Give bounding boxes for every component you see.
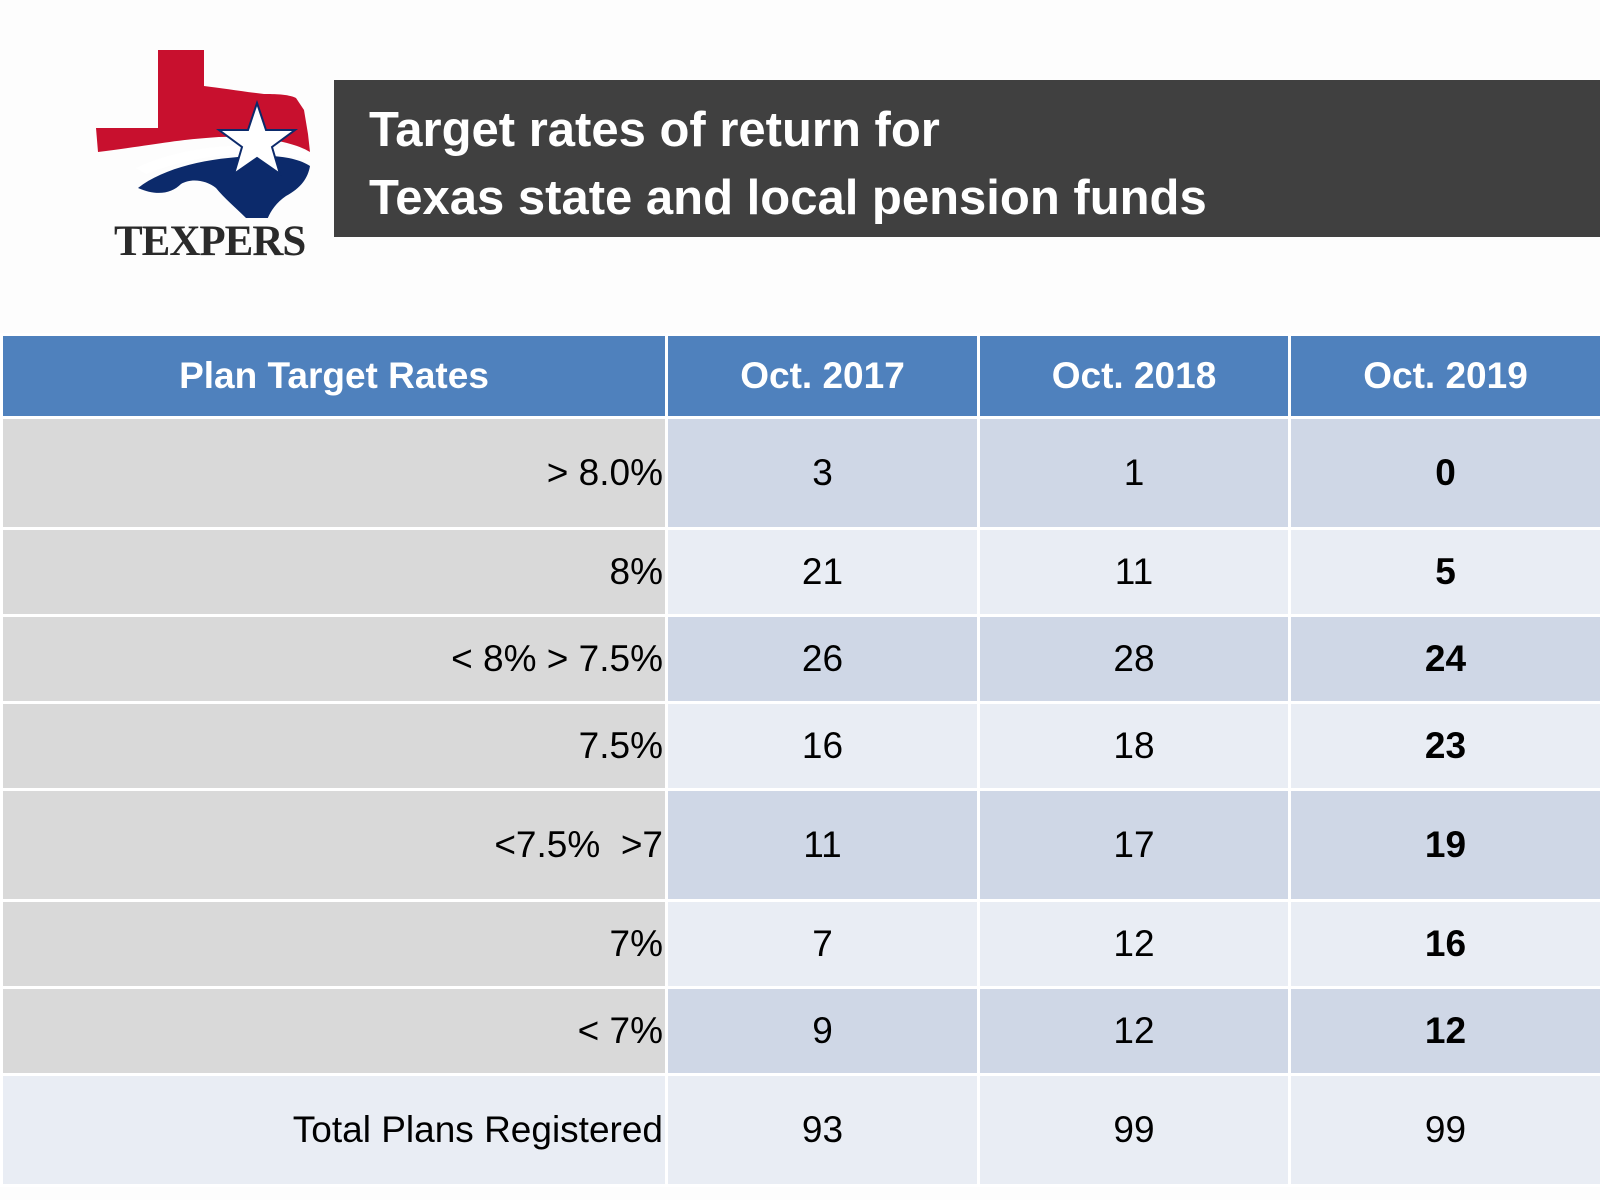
cell-oct-2018: 12	[977, 899, 1291, 989]
title-banner: Target rates of return for Texas state a…	[334, 80, 1600, 237]
cell-oct-2019: 19	[1288, 788, 1600, 902]
page-title-line-2: Texas state and local pension funds	[369, 171, 1207, 225]
texpers-logo: TEXPERS	[96, 48, 321, 268]
cell-oct-2017: 11	[665, 788, 980, 902]
cell-oct-2017: 3	[665, 416, 980, 530]
table-row: < 8% > 7.5% 26 28 24	[0, 614, 1600, 704]
cell-oct-2017: 21	[665, 527, 980, 617]
total-oct-2019: 99	[1288, 1073, 1600, 1187]
row-label: < 8% > 7.5%	[0, 614, 668, 704]
cell-oct-2018: 1	[977, 416, 1291, 530]
cell-oct-2019: 12	[1288, 986, 1600, 1076]
row-label: 7%	[0, 899, 668, 989]
row-label: > 8.0%	[0, 416, 668, 530]
table-row: 8% 21 11 5	[0, 527, 1600, 617]
cell-oct-2017: 26	[665, 614, 980, 704]
logo-wordmark: TEXPERS	[114, 218, 306, 265]
header-oct-2019: Oct. 2019	[1288, 333, 1600, 419]
cell-oct-2019: 24	[1288, 614, 1600, 704]
cell-oct-2019: 0	[1288, 416, 1600, 530]
table-row: 7.5% 16 18 23	[0, 701, 1600, 791]
cell-oct-2018: 28	[977, 614, 1291, 704]
table-total-row: Total Plans Registered 93 99 99	[0, 1073, 1600, 1187]
total-oct-2017: 93	[665, 1073, 980, 1187]
target-rates-table: Plan Target Rates Oct. 2017 Oct. 2018 Oc…	[0, 333, 1600, 1187]
cell-oct-2017: 9	[665, 986, 980, 1076]
cell-oct-2019: 23	[1288, 701, 1600, 791]
cell-oct-2019: 16	[1288, 899, 1600, 989]
header-oct-2018: Oct. 2018	[977, 333, 1291, 419]
table-row: <7.5% >7 11 17 19	[0, 788, 1600, 902]
table-row: 7% 7 12 16	[0, 899, 1600, 989]
row-label: 7.5%	[0, 701, 668, 791]
table-row: < 7% 9 12 12	[0, 986, 1600, 1076]
cell-oct-2017: 7	[665, 899, 980, 989]
cell-oct-2018: 18	[977, 701, 1291, 791]
cell-oct-2018: 17	[977, 788, 1291, 902]
table-row: > 8.0% 3 1 0	[0, 416, 1600, 530]
cell-oct-2018: 12	[977, 986, 1291, 1076]
header-plan-target-rates: Plan Target Rates	[0, 333, 668, 419]
cell-oct-2019: 5	[1288, 527, 1600, 617]
header-oct-2017: Oct. 2017	[665, 333, 980, 419]
page-title-line-1: Target rates of return for	[369, 103, 940, 157]
row-label: 8%	[0, 527, 668, 617]
row-label: < 7%	[0, 986, 668, 1076]
total-label: Total Plans Registered	[0, 1073, 668, 1187]
cell-oct-2017: 16	[665, 701, 980, 791]
row-label: <7.5% >7	[0, 788, 668, 902]
total-oct-2018: 99	[977, 1073, 1291, 1187]
cell-oct-2018: 11	[977, 527, 1291, 617]
texas-map-icon	[96, 50, 310, 218]
table-header-row: Plan Target Rates Oct. 2017 Oct. 2018 Oc…	[0, 333, 1600, 419]
